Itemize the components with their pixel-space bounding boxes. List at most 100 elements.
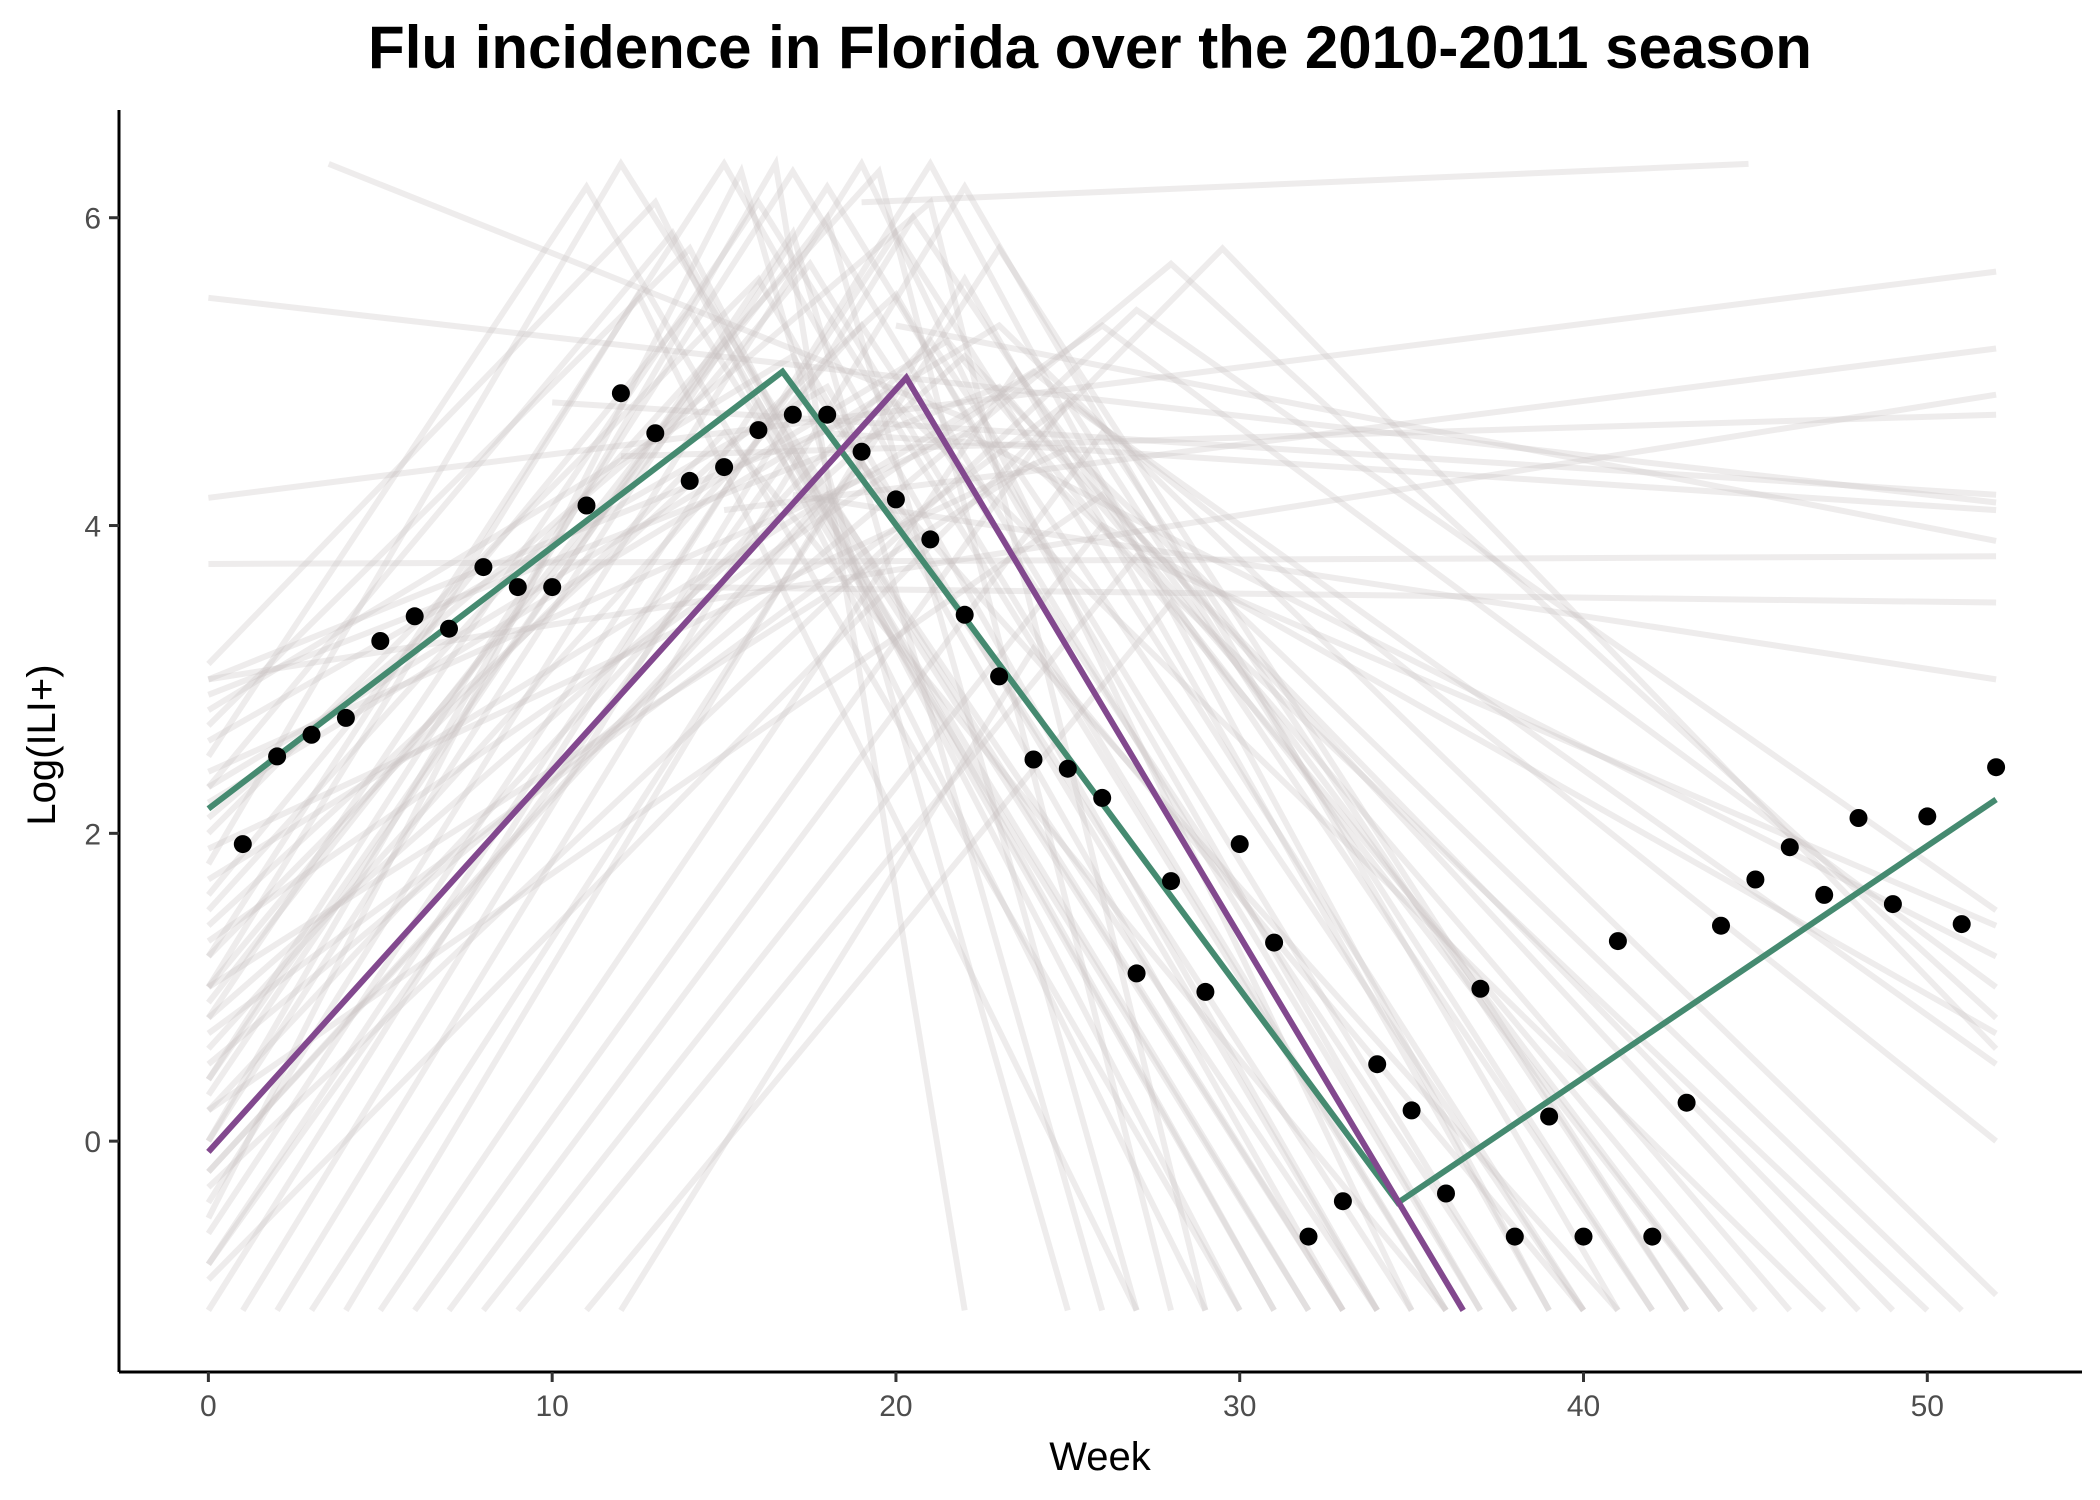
x-tick-label: 40	[1567, 1390, 1600, 1423]
data-point	[783, 405, 802, 424]
data-point	[1849, 809, 1868, 827]
sample-line-65	[206, 243, 1243, 1312]
y-tick-label: 0	[84, 1126, 101, 1159]
fit-line	[206, 367, 1998, 1207]
sample-line-55	[206, 490, 1861, 1313]
sample-line-21	[205, 227, 1587, 1313]
sample-line-41	[205, 163, 1071, 1312]
sample-line-56	[207, 383, 1793, 1313]
data-point	[886, 490, 905, 509]
data-point	[1437, 1184, 1455, 1203]
data-point	[1712, 916, 1730, 935]
data-point	[1024, 750, 1043, 769]
data-point	[1471, 979, 1490, 998]
sample-line-11	[827, 430, 1997, 514]
data-point	[1746, 870, 1765, 889]
data-point	[1883, 895, 1902, 914]
x-tick-label: 10	[535, 1390, 568, 1423]
sample-line-7	[620, 411, 1997, 460]
sample-line-39	[446, 427, 1690, 1313]
data-point	[1402, 1101, 1421, 1120]
data-point	[1815, 885, 1834, 904]
sample-line-0	[327, 161, 966, 421]
sample-line-62	[515, 552, 1998, 1313]
sample-line-28	[206, 258, 1449, 1312]
sample-line-32	[343, 273, 1552, 1312]
data-point	[1368, 1055, 1387, 1074]
sample-line-24	[274, 181, 1621, 1312]
sample-line-64	[618, 643, 1586, 1313]
data-point	[1265, 933, 1284, 952]
sample-line-20	[205, 157, 1415, 1312]
x-ticks: 0 10 20 30 40 50	[200, 1372, 1944, 1423]
sample-line-50	[206, 306, 1998, 1190]
data-point	[1162, 872, 1180, 891]
data-point	[715, 458, 734, 477]
sample-line-34	[412, 397, 1655, 1313]
x-tick-label: 50	[1911, 1390, 1944, 1423]
data-point	[336, 708, 355, 727]
sample-line-54	[206, 460, 1930, 1313]
sample-line-61	[481, 521, 1998, 1313]
y-tick-label: 2	[84, 818, 101, 851]
x-axis-label: Week	[1049, 1435, 1152, 1479]
sample-line-46	[206, 321, 1999, 1298]
data-point	[955, 605, 974, 624]
sample-line-48	[206, 398, 1998, 1067]
sample-line-71	[206, 489, 1380, 1313]
sample-line-23	[240, 212, 1655, 1313]
sample-line-17	[205, 196, 1449, 1312]
data-point	[1196, 982, 1215, 1001]
sample-line-68	[205, 335, 1277, 1312]
sample-line-18	[205, 165, 1483, 1312]
sample-line-26	[206, 304, 1312, 1312]
data-point	[1333, 1192, 1352, 1211]
sample-line-69	[205, 396, 1312, 1312]
sample-line-1	[208, 294, 1997, 506]
data-point	[1093, 788, 1112, 807]
data-point	[921, 530, 940, 549]
sample-line-63	[584, 597, 1724, 1313]
sample-line-44	[206, 165, 1174, 1312]
data-series	[206, 367, 2006, 1312]
sample-line-33	[377, 366, 1724, 1313]
sample-line-14	[205, 158, 1346, 1312]
data-point	[1127, 964, 1146, 983]
data-point	[1230, 835, 1249, 854]
sample-line-9	[895, 322, 1997, 544]
sample-line-4	[207, 391, 1997, 683]
x-tick-label: 30	[1223, 1390, 1256, 1423]
sample-line-22	[205, 157, 1552, 1312]
data-point	[508, 578, 527, 597]
data-point	[1608, 932, 1627, 951]
sample-line-15	[206, 227, 1277, 1312]
sample-line-70	[205, 443, 1346, 1313]
sample-line-6	[689, 584, 1997, 606]
data-point	[1574, 1227, 1593, 1246]
sample-line-12	[861, 160, 1749, 206]
sample-line-59	[207, 398, 1827, 1313]
sample-line-31	[206, 336, 1586, 1313]
data-point	[268, 747, 287, 766]
data-point	[543, 578, 562, 597]
data-point	[405, 607, 424, 626]
data-point	[233, 835, 252, 854]
sample-line-47	[206, 367, 1998, 1144]
sample-line-25	[308, 242, 1690, 1313]
sample-line-40	[205, 155, 968, 1311]
sample-line-19	[205, 181, 1518, 1312]
observed-points	[233, 384, 2006, 1246]
data-point	[1918, 807, 1937, 826]
data-point	[1299, 1227, 1318, 1246]
sample-line-42	[205, 226, 1106, 1312]
data-point	[818, 405, 837, 424]
sample-line-60	[206, 352, 1896, 1313]
data-point	[646, 424, 665, 443]
data-point	[990, 667, 1009, 686]
y-ticks: 0 2 4 6	[84, 203, 119, 1159]
sample-line-29	[206, 320, 1518, 1313]
sample-line-66	[206, 197, 1209, 1312]
data-point	[611, 384, 630, 403]
